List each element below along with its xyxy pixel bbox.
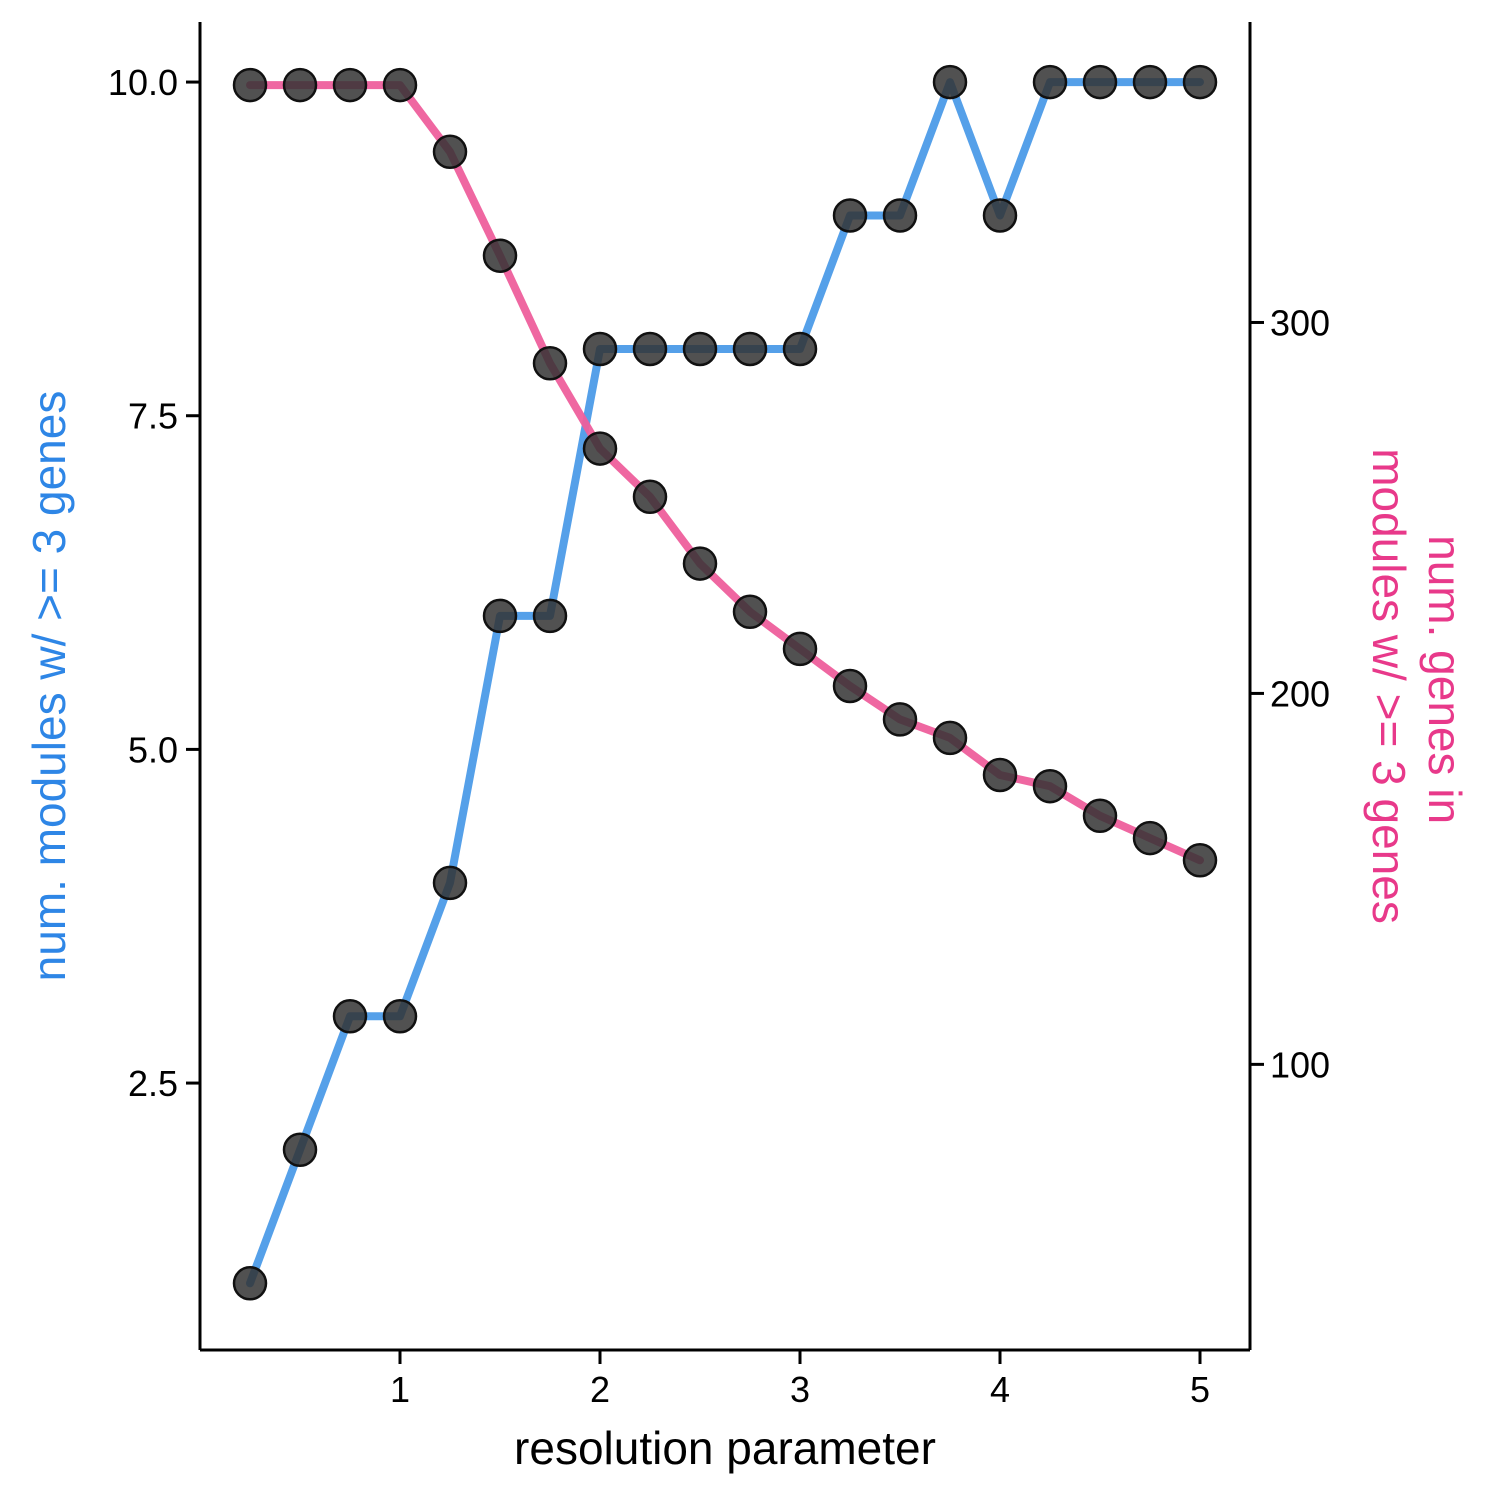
- axes: [198, 22, 1252, 1352]
- data-point-modules: [782, 331, 818, 367]
- data-point-modules: [982, 198, 1018, 233]
- data-point-genes: [482, 238, 518, 273]
- left-y-tick-label: 5.0: [128, 729, 178, 770]
- data-point-genes: [1132, 820, 1168, 856]
- data-point-modules: [282, 1132, 318, 1168]
- data-point-genes: [332, 67, 368, 103]
- x-tick-label: 3: [790, 1369, 810, 1410]
- data-point-modules: [332, 999, 368, 1034]
- data-point-modules: [1032, 64, 1068, 100]
- data-point-genes: [932, 720, 968, 756]
- series-line-genes: [246, 81, 1204, 865]
- data-point-genes: [832, 668, 868, 704]
- data-point-modules: [932, 64, 968, 100]
- right-y-tick-label: 300: [1270, 302, 1330, 343]
- data-point-modules: [1082, 64, 1118, 100]
- left-y-tick-label: 2.5: [128, 1063, 178, 1104]
- right-y-tick-label: 100: [1270, 1044, 1330, 1085]
- data-point-genes: [782, 631, 818, 667]
- data-point-genes: [582, 431, 618, 466]
- data-point-genes: [432, 134, 468, 170]
- data-point-modules: [382, 999, 418, 1034]
- data-point-genes: [632, 479, 668, 515]
- data-point-modules: [882, 198, 918, 233]
- left-y-tick-label: 10.0: [108, 62, 178, 103]
- series-line-modules: [246, 78, 1204, 1288]
- data-point-genes: [882, 702, 918, 737]
- x-tick-label: 2: [590, 1369, 610, 1410]
- data-point-modules: [232, 1266, 268, 1301]
- data-point-modules: [1182, 64, 1218, 100]
- data-point-genes: [282, 67, 318, 103]
- data-point-modules: [432, 865, 468, 901]
- data-point-genes: [532, 346, 568, 381]
- data-point-modules: [482, 598, 518, 634]
- data-point-modules: [682, 331, 718, 367]
- data-point-genes: [232, 67, 268, 103]
- left-y-tick-label: 7.5: [128, 396, 178, 437]
- data-point-modules: [532, 598, 568, 634]
- x-tick-label: 1: [390, 1369, 410, 1410]
- data-point-modules: [832, 198, 868, 233]
- data-point-genes: [982, 757, 1018, 793]
- right-y-axis-title: num. genes in modules w/ >= 3 genes: [1363, 448, 1471, 924]
- data-markers: [232, 64, 1218, 1301]
- x-tick-label: 4: [990, 1369, 1010, 1410]
- data-point-modules: [632, 331, 668, 367]
- ticks: 1 2 3 4 5 2.5 5.0 7.5 10.0 100 200 300: [108, 62, 1330, 1410]
- data-point-genes: [1082, 798, 1118, 834]
- left-y-axis-title: num. modules w/ >= 3 genes: [23, 391, 75, 982]
- data-point-modules: [582, 331, 618, 367]
- right-y-axis-title-line-2: modules w/ >= 3 genes: [1363, 448, 1415, 924]
- x-tick-label: 5: [1190, 1369, 1210, 1410]
- data-point-genes: [1182, 843, 1218, 878]
- x-axis-title: resolution parameter: [514, 1422, 936, 1474]
- data-point-genes: [382, 67, 418, 103]
- data-point-modules: [732, 331, 768, 367]
- right-y-axis-title-line-1: num. genes in: [1419, 535, 1471, 824]
- data-point-genes: [1032, 768, 1068, 804]
- right-y-tick-label: 200: [1270, 673, 1330, 714]
- data-point-modules: [1132, 64, 1168, 100]
- data-point-genes: [732, 594, 768, 630]
- series-lines: [246, 78, 1204, 1288]
- data-point-genes: [682, 546, 718, 581]
